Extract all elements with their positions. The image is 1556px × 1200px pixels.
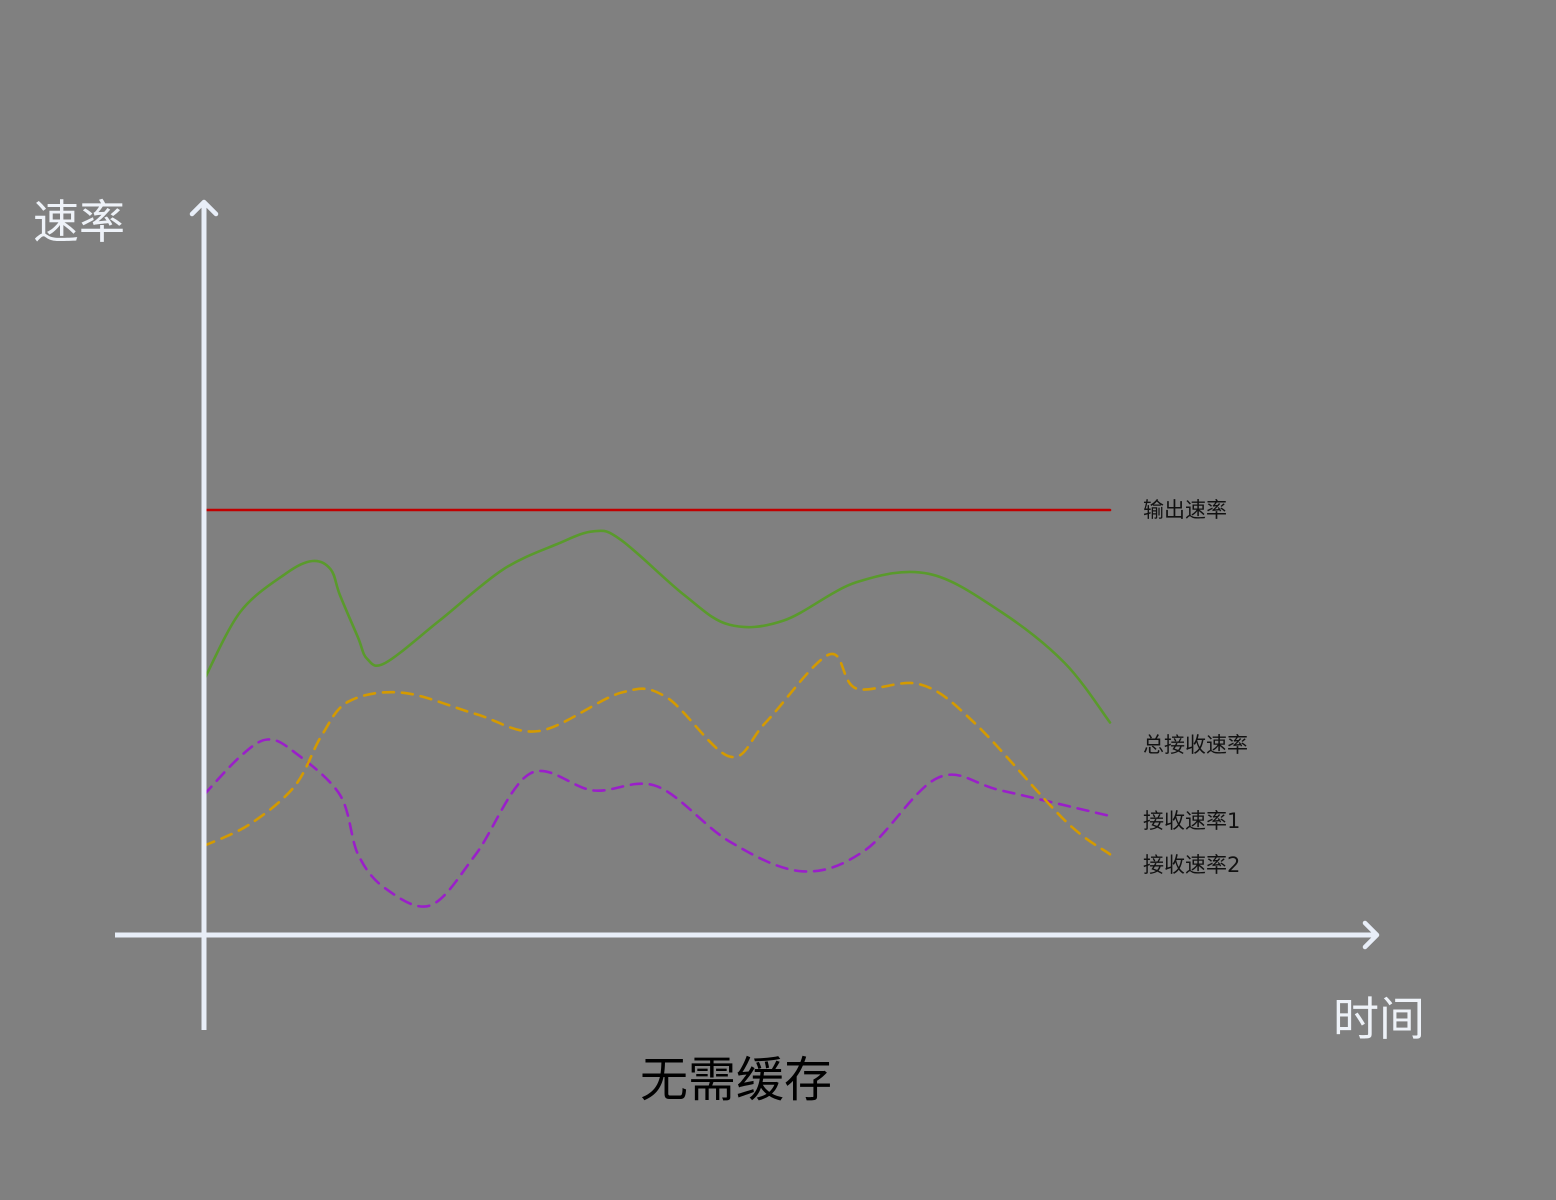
series-line-total-receive-rate (202, 529, 1112, 724)
y-axis-label: 速率 (33, 195, 125, 249)
series-label-receive-rate-2: 接收速率2 (1143, 853, 1240, 877)
series-line-receive-rate-1 (202, 738, 1112, 908)
series-label-output-rate: 输出速率 (1143, 498, 1227, 522)
chart-caption: 无需缓存 (640, 1052, 832, 1108)
series-layer (202, 508, 1112, 908)
series-label-total-receive-rate: 总接收速率 (1143, 733, 1248, 757)
series-label-receive-rate-1: 接收速率1 (1143, 809, 1240, 833)
x-axis-label: 时间 (1333, 992, 1425, 1046)
series-line-receive-rate-2 (202, 652, 1112, 856)
